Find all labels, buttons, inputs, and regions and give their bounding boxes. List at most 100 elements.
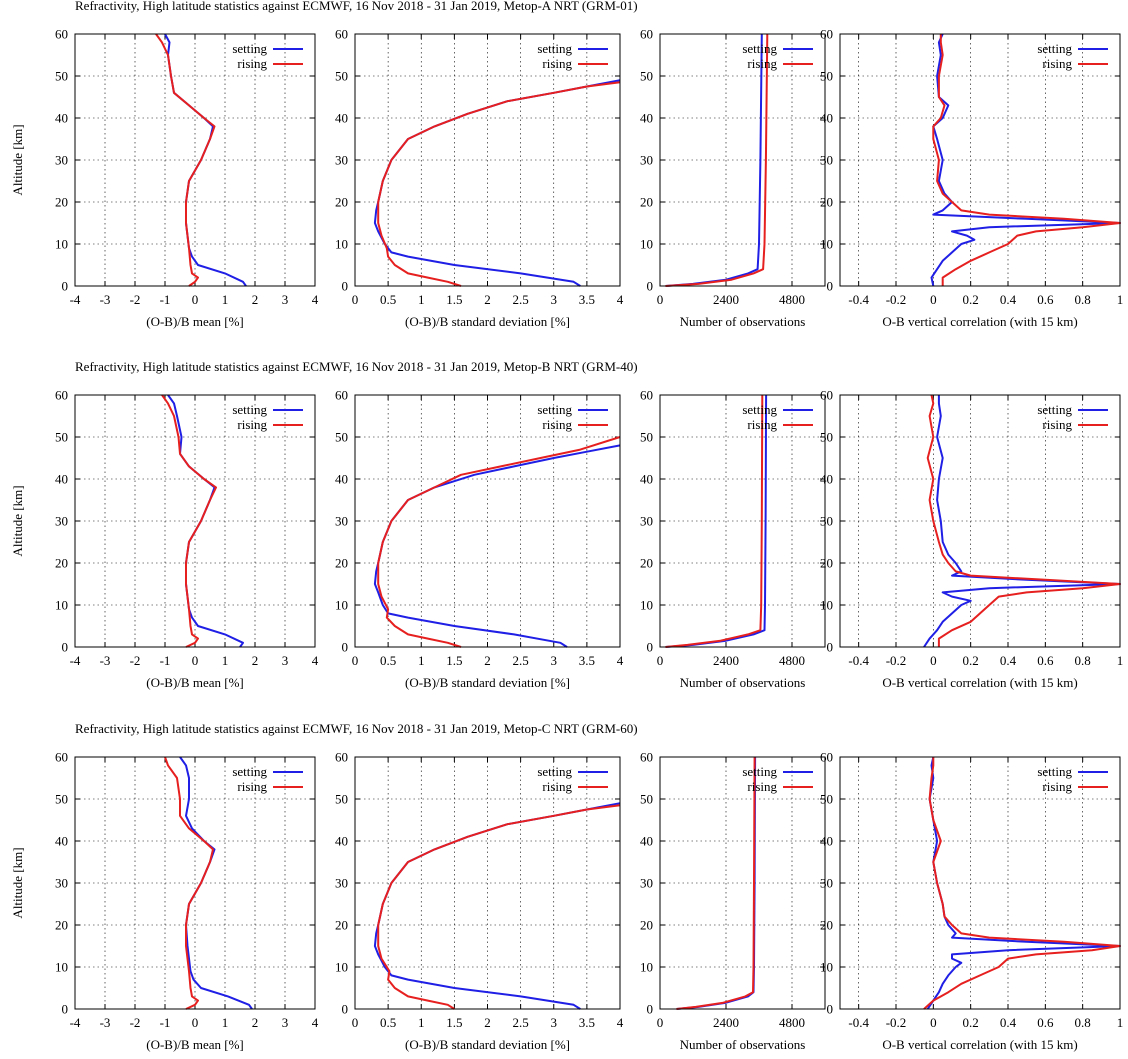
tick-label-y: 10 [640, 237, 653, 252]
plot-frame [659, 394, 826, 648]
tick-label-x: 1.5 [446, 292, 462, 307]
tick-label-x: 2 [252, 1015, 259, 1030]
tick-label-y: 40 [335, 472, 348, 487]
series-line-rising [665, 394, 764, 648]
panel-std-row0: 0 10 20 30 40 50 60 0 0.5 1 1.5 2 2.5 3 3.5 4 settingris… [335, 27, 624, 330]
tick-label-y: 30 [335, 153, 348, 168]
tick-label-x: 0 [657, 653, 664, 668]
tick-label-x: -0.4 [848, 1015, 869, 1030]
tick-label-x: 0.8 [1075, 1015, 1091, 1030]
tick-label-y: 10 [820, 598, 833, 613]
tick-label-y: 20 [335, 195, 348, 210]
tick-label-x: 2.5 [513, 653, 529, 668]
tick-label-x: 4 [617, 653, 624, 668]
legend-label-rising: rising [237, 779, 267, 794]
axis-label-x: (O-B)/B standard deviation [%] [405, 1037, 570, 1052]
legend-label-rising: rising [542, 56, 572, 71]
tick-label-y: 30 [640, 876, 653, 891]
legend-label-setting: setting [1037, 41, 1072, 56]
plot-frame [839, 33, 1121, 287]
tick-label-y: 20 [55, 556, 68, 571]
tick-label-x: 2 [484, 292, 491, 307]
series-line-rising [161, 394, 217, 648]
tick-label-y: 20 [640, 195, 653, 210]
tick-label-x: 4 [617, 292, 624, 307]
tick-label-y: 40 [640, 111, 653, 126]
series-line-rising [932, 34, 1121, 286]
legend-label-rising: rising [747, 417, 777, 432]
tick-label-x: 0 [657, 1015, 664, 1030]
tick-label-x: 0.8 [1075, 653, 1091, 668]
tick-label-x: 1 [1117, 292, 1124, 307]
tick-label-y: 20 [820, 195, 833, 210]
tick-label-x: -2 [130, 292, 141, 307]
tick-label-x: 0.6 [1037, 292, 1054, 307]
tick-label-x: 0 [930, 653, 937, 668]
legend-label-rising: rising [747, 56, 777, 71]
axis-label-x: (O-B)/B mean [%] [146, 314, 243, 329]
tick-label-x: 3 [282, 1015, 289, 1030]
tick-label-y: 40 [335, 834, 348, 849]
tick-label-y: 50 [640, 69, 653, 84]
tick-label-x: -1 [160, 1015, 171, 1030]
tick-label-y: 0 [62, 1002, 69, 1017]
tick-label-y: 50 [335, 792, 348, 807]
legend-label-setting: setting [742, 41, 777, 56]
tick-label-x: 3 [551, 653, 558, 668]
tick-label-x: 0.8 [1075, 292, 1091, 307]
legend-label-setting: setting [742, 764, 777, 779]
tick-label-x: 2.5 [513, 292, 529, 307]
plot-frame [839, 394, 1121, 648]
tick-label-y: 60 [820, 388, 833, 403]
tick-label-x: 1 [418, 653, 425, 668]
axis-label-y: Altitude [km] [10, 124, 25, 195]
tick-label-y: 60 [640, 750, 653, 765]
tick-label-x: 3.5 [579, 292, 595, 307]
tick-label-y: 60 [335, 27, 348, 42]
tick-label-y: 20 [640, 918, 653, 933]
plot-frame [659, 756, 826, 1010]
tick-label-x: 1 [1117, 653, 1124, 668]
axis-label-x: Number of observations [680, 1037, 806, 1052]
tick-label-y: 0 [62, 279, 69, 294]
legend-label-rising: rising [237, 56, 267, 71]
series-line-rising [926, 394, 1121, 647]
tick-label-y: 30 [335, 514, 348, 529]
panel-std-row1: 0 10 20 30 40 50 60 0 0.5 1 1.5 2 2.5 3 3.5 4 settingris… [335, 388, 624, 691]
tick-label-y: 50 [335, 430, 348, 445]
tick-label-y: 10 [640, 598, 653, 613]
tick-label-y: 60 [55, 388, 68, 403]
tick-label-x: 4 [312, 653, 319, 668]
tick-label-x: 4 [312, 292, 319, 307]
row-title: Refractivity, High latitude statistics a… [75, 721, 638, 736]
tick-label-x: 1.5 [446, 653, 462, 668]
tick-label-y: 50 [335, 69, 348, 84]
tick-label-y: 40 [55, 111, 68, 126]
tick-label-x: 0 [352, 292, 359, 307]
tick-label-y: 30 [640, 514, 653, 529]
series-line-setting [373, 802, 621, 1010]
series-line-setting [923, 395, 1121, 648]
tick-label-x: 2 [484, 1015, 491, 1030]
tick-label-y: 50 [55, 69, 68, 84]
tick-label-y: 0 [62, 640, 69, 655]
tick-label-x: 0.6 [1037, 1015, 1054, 1030]
plot-frame [74, 33, 316, 287]
tick-label-x: 0.2 [963, 292, 979, 307]
tick-label-y: 0 [827, 279, 834, 294]
tick-label-x: 1 [1117, 1015, 1124, 1030]
tick-label-y: 0 [342, 1002, 349, 1017]
tick-label-x: 0.6 [1037, 653, 1054, 668]
tick-label-y: 10 [820, 960, 833, 975]
plot-frame [74, 756, 316, 1010]
tick-label-y: 10 [640, 960, 653, 975]
plot-frame [354, 394, 621, 648]
tick-label-x: 3.5 [579, 653, 595, 668]
tick-label-x: 0 [930, 292, 937, 307]
tick-label-x: 3 [282, 292, 289, 307]
tick-label-x: 0.5 [380, 653, 396, 668]
legend-label-rising: rising [237, 417, 267, 432]
tick-label-x: -2 [130, 653, 141, 668]
